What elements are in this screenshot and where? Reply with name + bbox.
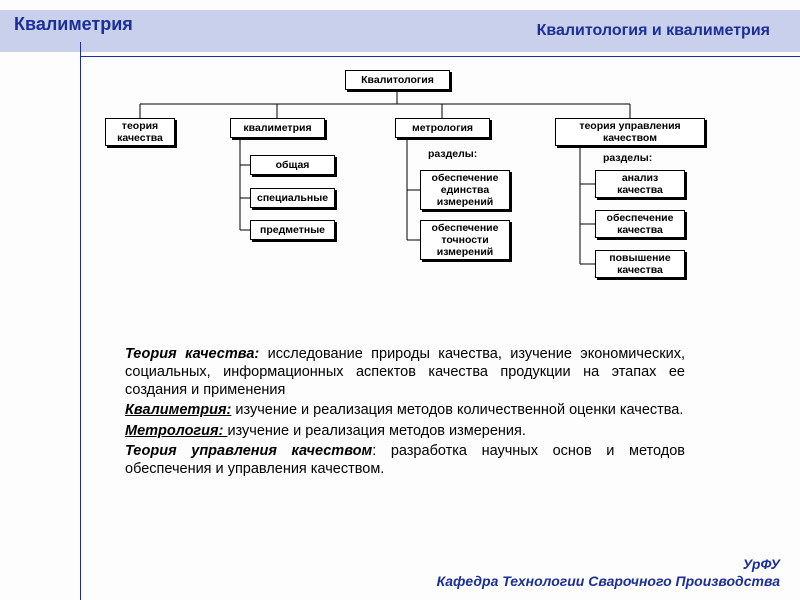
subheader-qmt-sections: разделы: — [603, 152, 652, 164]
node-metrology-accuracy: обеспечение точности измерений — [420, 220, 510, 260]
def-metrology: Метрология: изучение и реализация методо… — [125, 422, 685, 440]
page-title-left: Квалиметрия — [14, 14, 133, 35]
def-qmt: Теория управления качеством: разработка … — [125, 442, 685, 478]
def-qualimetry-text: изучение и реализация методов количестве… — [231, 402, 683, 418]
node-theory-quality: теория качества — [105, 118, 175, 146]
term-metrology: Метрология: — [125, 423, 227, 439]
node-qualimetry-subject: предметные — [250, 220, 335, 240]
node-metrology-unity: обеспечение единства измерений — [420, 170, 510, 210]
node-qualimetry-special: специальные — [250, 188, 335, 208]
divider-vertical — [80, 42, 81, 600]
divider-horizontal — [80, 56, 800, 57]
footer-line-1: УрФУ — [437, 556, 780, 573]
term-qualimetry: Квалиметрия: — [125, 402, 231, 418]
node-qmt-analysis: анализ качества — [595, 170, 685, 198]
node-metrology: метрология — [395, 118, 490, 138]
org-tree-diagram: Квалитология теория качества квалиметрия… — [95, 70, 735, 325]
footer-affiliation: УрФУ Кафедра Технологии Сварочного Произ… — [437, 556, 780, 590]
page-title-right: Квалитология и квалиметрия — [537, 22, 770, 40]
subheader-metrology-sections: разделы: — [428, 148, 477, 160]
def-theory-quality: Теория качества: исследование природы ка… — [125, 345, 685, 399]
node-qmt-assurance: обеспечение качества — [595, 210, 685, 238]
node-qmt-improvement: повышение качества — [595, 250, 685, 278]
node-root: Квалитология — [345, 70, 450, 90]
footer-line-2: Кафедра Технологии Сварочного Производст… — [437, 573, 780, 590]
term-qmt: Теория управления качеством — [125, 443, 372, 459]
def-qualimetry: Квалиметрия: изучение и реализация метод… — [125, 401, 685, 419]
node-quality-management-theory: теория управления качеством — [555, 118, 705, 146]
node-qualimetry: квалиметрия — [230, 118, 325, 138]
def-metrology-text: изучение и реализация методов измерения. — [227, 423, 525, 439]
node-qualimetry-general: общая — [250, 155, 335, 175]
definitions-block: Теория качества: исследование природы ка… — [125, 345, 685, 480]
term-theory-quality: Теория качества: — [125, 346, 259, 362]
